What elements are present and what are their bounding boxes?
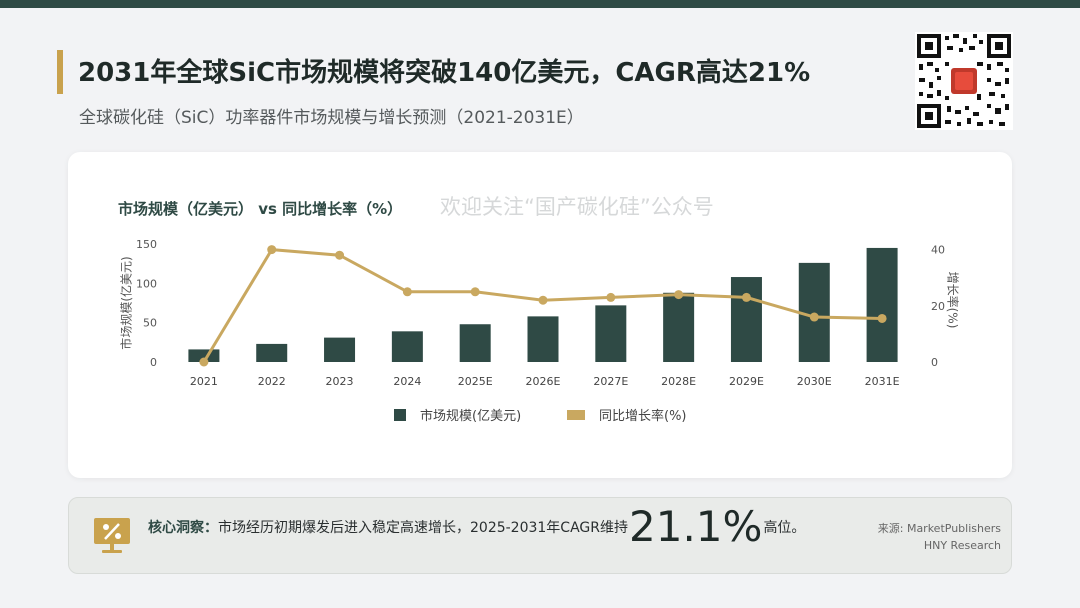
legend-swatch-bar: [394, 408, 406, 421]
left-axis-title: 市场规模(亿美元): [119, 256, 134, 350]
growth-point-2028E: [674, 290, 684, 300]
qr-code-icon[interactable]: [915, 32, 1013, 130]
growth-point-2030E: [809, 312, 819, 322]
bar-2024: [391, 331, 423, 362]
bar-2031E: [866, 247, 898, 362]
bar-2029E: [730, 277, 762, 362]
bar-2025E: [459, 324, 491, 362]
legend-item-market-size: 市场规模(亿美元): [394, 405, 521, 424]
x-label-2030E: 2030E: [797, 375, 832, 388]
legend-swatch-line: [567, 409, 585, 420]
bar-2022: [256, 343, 288, 362]
watermark-text: 欢迎关注“国产碳化硅”公众号: [440, 195, 714, 219]
x-label-2024: 2024: [393, 375, 421, 388]
bar-2027E: [595, 305, 627, 362]
x-label-2027E: 2027E: [593, 375, 628, 388]
x-label-2028E: 2028E: [661, 375, 696, 388]
page-subtitle: 全球碳化硅（SiC）功率器件市场规模与增长预测（2021-2031E）: [79, 108, 584, 128]
left-tick-100: 100: [136, 277, 157, 290]
legend-label-growth-rate: 同比增长率(%): [599, 409, 687, 424]
title-accent-bar: [57, 50, 63, 94]
insight-label: 核心洞察：: [148, 520, 218, 536]
legend-item-growth-rate: 同比增长率(%): [567, 405, 687, 424]
percent-board-icon: [94, 518, 130, 553]
x-label-2031E: 2031E: [865, 375, 900, 388]
growth-point-2021: [199, 357, 209, 367]
chart-card: [68, 152, 1012, 478]
bar-2030E: [798, 262, 830, 362]
bar-2026E: [527, 316, 559, 362]
growth-point-2031E: [877, 313, 887, 323]
growth-point-2027E: [606, 292, 616, 302]
right-tick-40: 40: [931, 244, 945, 257]
insight-text: 核心洞察： 市场经历初期爆发后进入稳定高速增长，2025-2031年CAGR维持…: [148, 505, 805, 549]
insight-highlight: 21.1%: [629, 502, 763, 551]
source-note: 来源: MarketPublishers HNY Research: [878, 520, 1001, 554]
source-line-2: HNY Research: [923, 539, 1001, 552]
right-tick-0: 0: [931, 356, 938, 369]
legend-label-market-size: 市场规模(亿美元): [420, 409, 522, 424]
chart-title: 市场规模（亿美元） vs 同比增长率（%）: [118, 200, 403, 218]
insight-panel: [68, 497, 1012, 574]
bar-2028E: [663, 292, 695, 362]
x-label-2023: 2023: [326, 375, 354, 388]
bar-2023: [324, 337, 356, 362]
x-label-2022: 2022: [258, 375, 286, 388]
growth-point-2025E: [470, 287, 480, 297]
source-line-1: 来源: MarketPublishers: [877, 522, 1001, 535]
x-label-2029E: 2029E: [729, 375, 764, 388]
left-tick-150: 150: [136, 238, 157, 251]
growth-point-2024: [402, 287, 412, 297]
right-tick-20: 20: [931, 300, 945, 313]
right-axis-title: 增长率(%): [945, 271, 960, 329]
left-tick-0: 0: [150, 356, 157, 369]
growth-point-2023: [335, 250, 345, 260]
left-tick-50: 50: [143, 317, 157, 330]
top-bar: [0, 0, 1080, 8]
growth-point-2022: [267, 245, 277, 255]
bar-2021: [188, 349, 220, 362]
growth-point-2029E: [741, 292, 751, 302]
x-label-2026E: 2026E: [526, 375, 561, 388]
insight-text-before: 市场经历初期爆发后进入稳定高速增长，2025-2031年CAGR维持: [218, 520, 628, 536]
page-title: 2031年全球SiC市场规模将突破140亿美元，CAGR高达21%: [78, 58, 811, 88]
insight-text-after: 高位。: [763, 520, 806, 536]
x-label-2021: 2021: [190, 375, 218, 388]
x-label-2025E: 2025E: [458, 375, 493, 388]
growth-point-2026E: [538, 295, 548, 305]
